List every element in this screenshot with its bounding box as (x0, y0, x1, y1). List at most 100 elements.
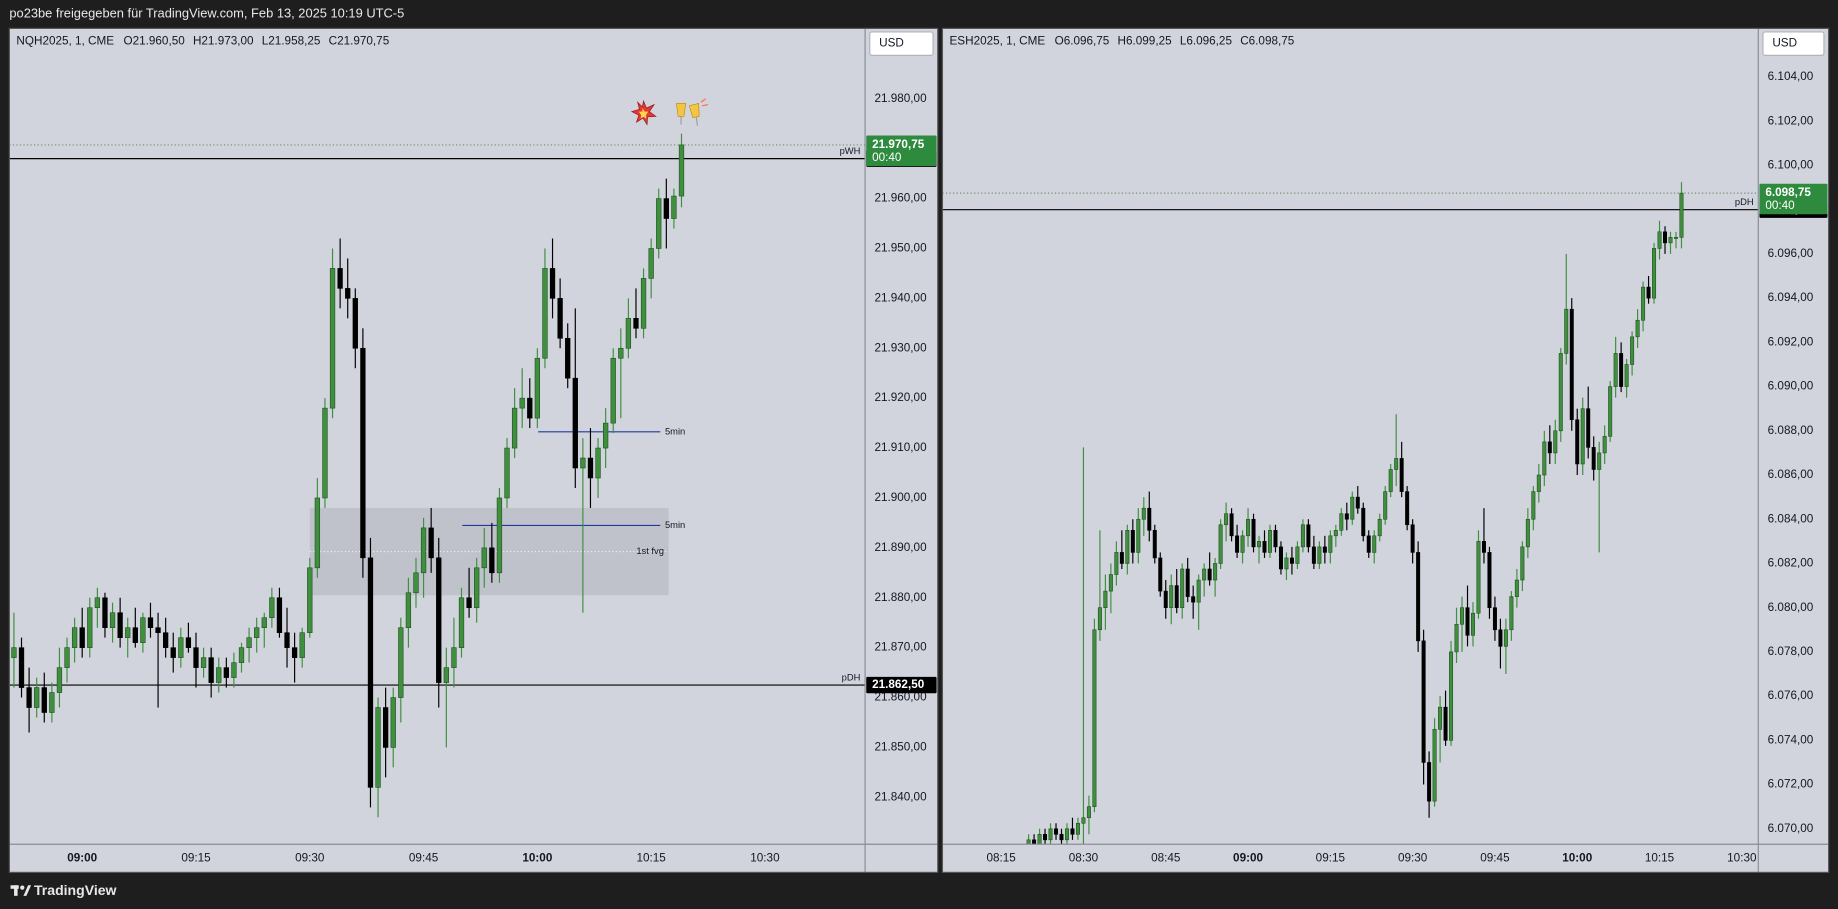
candle-body (1070, 828, 1075, 835)
y-tick-label: 21.920,00 (874, 391, 927, 404)
candle-body (1476, 541, 1481, 614)
plot-area: 1st fvg 5min 5min pWH pDH (9, 133, 866, 818)
candle-body (155, 627, 161, 633)
candle-body (474, 567, 480, 609)
candle-body (1394, 458, 1399, 470)
candle-body (1284, 557, 1289, 570)
candle-body (648, 248, 654, 279)
candle-body (1147, 507, 1152, 531)
candle-body (1465, 607, 1470, 636)
candle-body (1235, 535, 1240, 553)
candle-body (56, 667, 63, 693)
pane-background (9, 28, 938, 873)
candle-body (1553, 430, 1558, 454)
candle-body (208, 657, 214, 683)
candle-body (1262, 541, 1267, 553)
logo-stem (14, 885, 18, 896)
candle-body (1498, 629, 1503, 647)
candle-body (284, 632, 290, 648)
brand-name: TradingView (34, 882, 117, 898)
candle-body (299, 632, 305, 658)
candle-body (1679, 192, 1684, 238)
x-tick-label: 09:15 (1316, 851, 1346, 864)
candle-body (1460, 607, 1465, 625)
candle-body (178, 637, 184, 658)
candle-body (1372, 535, 1377, 553)
emoji-icons (630, 98, 709, 126)
candle-body (1229, 513, 1234, 537)
y-tick-label: 6.102,00 (1768, 114, 1814, 127)
candle-body (610, 357, 616, 424)
candle-body (625, 318, 632, 349)
candle-body (1531, 491, 1536, 520)
candle-body (246, 637, 252, 648)
candle-body (322, 407, 328, 499)
candle-body (1086, 806, 1091, 819)
candle-body (1328, 535, 1333, 553)
x-tick-label: 09:00 (67, 851, 97, 864)
candle-body (1163, 590, 1168, 608)
y-tick-label: 21.880,00 (874, 591, 927, 604)
candle-body (534, 357, 541, 419)
y-tick-label: 21.950,00 (874, 242, 927, 255)
x-tick-label: 08:15 (986, 851, 1016, 864)
plot-area: pDH (942, 182, 1759, 845)
y-tick-label: 6.078,00 (1768, 645, 1814, 658)
candle-body (1114, 552, 1119, 575)
candle-body (1410, 524, 1415, 553)
candle-body (1383, 491, 1388, 520)
candle-body (1547, 441, 1552, 454)
candle-body (1350, 496, 1355, 520)
y-tick-label: 21.980,00 (874, 92, 927, 105)
panes: 1st fvg 5min 5min pWH pDH 21.840,00 21.850,00 2… (8, 27, 1830, 873)
candle-body (1103, 590, 1108, 608)
candle-body (261, 617, 267, 628)
candle-body (572, 377, 578, 469)
candle-body (41, 687, 47, 713)
candle-body (109, 612, 116, 628)
y-tick-label: 6.074,00 (1768, 733, 1814, 746)
candle-body (511, 407, 518, 449)
candle-body (163, 632, 169, 648)
candle-body (64, 647, 70, 668)
candle-body (1339, 513, 1344, 531)
candle-body (1344, 513, 1349, 520)
candle-body (337, 268, 343, 289)
candle-body (398, 627, 404, 698)
logo-slash (23, 885, 32, 896)
candle-body (1289, 557, 1294, 564)
currency-button (869, 31, 934, 56)
y-tick-label: 6.086,00 (1768, 468, 1814, 481)
candle-body (481, 547, 487, 569)
candle-body (1602, 436, 1607, 454)
candle-body (1322, 546, 1327, 553)
candle-body (390, 697, 396, 748)
candle-body (1097, 607, 1102, 631)
candle-body (1108, 574, 1113, 592)
candle-body (504, 447, 510, 499)
y-tick-label: 6.072,00 (1768, 778, 1814, 791)
explosion-core (638, 108, 649, 119)
candle-body (329, 268, 336, 409)
legend-text: L6.096,25 (1180, 34, 1233, 47)
y-tick-label: 6.092,00 (1768, 335, 1814, 348)
candle-body (1652, 248, 1657, 299)
pane-frame (941, 27, 1830, 873)
candle-body (1608, 386, 1613, 437)
candle-body (1520, 546, 1525, 581)
candle-body (1136, 518, 1141, 553)
x-tick-label: 09:30 (1398, 851, 1428, 864)
candle-body (587, 457, 594, 479)
x-tick-label: 09:15 (181, 851, 211, 864)
candle-body (542, 268, 548, 359)
candle-body (428, 527, 434, 559)
candle-body (1503, 629, 1508, 647)
level-price-tag (866, 676, 937, 694)
candle-body (1158, 557, 1163, 592)
candle-body (1043, 834, 1048, 841)
candle-body (1361, 507, 1366, 537)
candle-body (367, 557, 374, 788)
candle-body (557, 298, 563, 339)
candle-body (1492, 607, 1497, 631)
candle-body (663, 198, 669, 219)
